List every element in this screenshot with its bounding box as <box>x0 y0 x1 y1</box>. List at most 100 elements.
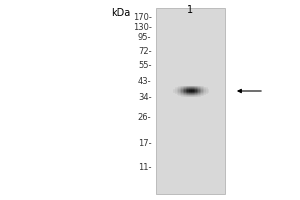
Bar <box>201 88 203 89</box>
Bar <box>178 93 180 94</box>
Bar <box>200 89 201 90</box>
Bar <box>186 87 188 88</box>
Bar <box>186 94 188 95</box>
Bar <box>198 95 200 96</box>
Bar <box>184 95 186 96</box>
Bar <box>205 89 206 90</box>
Bar <box>194 92 195 93</box>
Text: 1: 1 <box>188 5 194 15</box>
Bar <box>197 94 198 95</box>
Bar <box>186 88 188 89</box>
Bar <box>195 87 197 88</box>
Bar <box>189 87 190 88</box>
Bar <box>200 87 201 88</box>
Bar <box>188 89 189 90</box>
Bar <box>201 95 203 96</box>
Bar <box>178 87 180 88</box>
Bar <box>197 93 198 94</box>
Bar <box>181 94 183 95</box>
Text: 43-: 43- <box>138 77 152 86</box>
Bar <box>189 91 190 92</box>
Bar <box>181 86 183 87</box>
Text: 170-: 170- <box>133 14 152 22</box>
Bar <box>186 90 188 91</box>
Bar <box>200 96 201 97</box>
Bar <box>186 96 188 97</box>
Bar <box>180 87 181 88</box>
Bar <box>183 96 184 97</box>
Bar <box>200 90 201 91</box>
Bar <box>188 88 189 89</box>
Bar <box>198 87 200 88</box>
Bar <box>183 95 184 96</box>
Bar <box>203 87 205 88</box>
Bar <box>208 89 209 90</box>
Bar <box>175 92 176 93</box>
Bar <box>197 86 198 87</box>
Bar <box>201 93 203 94</box>
Bar <box>190 96 192 97</box>
Bar <box>198 93 200 94</box>
Bar <box>208 91 209 92</box>
Bar <box>195 91 197 92</box>
Bar <box>178 94 180 95</box>
Bar <box>184 93 186 94</box>
Bar <box>195 96 197 97</box>
Bar <box>188 92 189 93</box>
Bar <box>188 93 189 94</box>
Bar <box>201 91 203 92</box>
Bar <box>190 91 192 92</box>
Bar <box>180 89 181 90</box>
Bar <box>192 87 194 88</box>
Bar <box>183 89 184 90</box>
Bar <box>173 90 175 91</box>
Bar <box>181 95 183 96</box>
Bar <box>181 91 183 92</box>
Bar <box>198 96 200 97</box>
Bar <box>194 87 195 88</box>
Text: 55-: 55- <box>138 60 152 70</box>
Bar <box>192 88 194 89</box>
Text: 11-: 11- <box>138 162 152 171</box>
Bar <box>197 96 198 97</box>
Bar <box>183 87 184 88</box>
Bar <box>205 93 206 94</box>
Bar <box>200 95 201 96</box>
Bar <box>173 92 175 93</box>
Bar <box>181 93 183 94</box>
Bar <box>190 92 192 93</box>
Bar <box>194 95 195 96</box>
Bar <box>186 92 188 93</box>
Bar <box>195 90 197 91</box>
Bar <box>203 86 205 87</box>
Bar <box>178 92 180 93</box>
Bar <box>201 92 203 93</box>
Bar <box>180 86 181 87</box>
Bar <box>195 92 197 93</box>
Bar <box>189 96 190 97</box>
Bar <box>192 89 194 90</box>
Bar <box>197 88 198 89</box>
Bar <box>178 88 180 89</box>
Bar <box>176 91 178 92</box>
Bar <box>203 95 205 96</box>
Bar <box>200 88 201 89</box>
Bar <box>190 86 192 87</box>
Bar <box>180 91 181 92</box>
Text: 34-: 34- <box>138 94 152 102</box>
Bar <box>180 93 181 94</box>
Bar <box>192 91 194 92</box>
Bar <box>178 95 180 96</box>
Bar <box>190 87 192 88</box>
Bar <box>190 94 192 95</box>
Bar <box>181 89 183 90</box>
Bar <box>201 86 203 87</box>
Bar <box>178 91 180 92</box>
Bar <box>183 90 184 91</box>
Bar <box>189 88 190 89</box>
Text: 26-: 26- <box>138 112 152 121</box>
Bar <box>205 92 206 93</box>
Bar <box>190 89 192 90</box>
Bar <box>205 88 206 89</box>
Bar <box>181 92 183 93</box>
